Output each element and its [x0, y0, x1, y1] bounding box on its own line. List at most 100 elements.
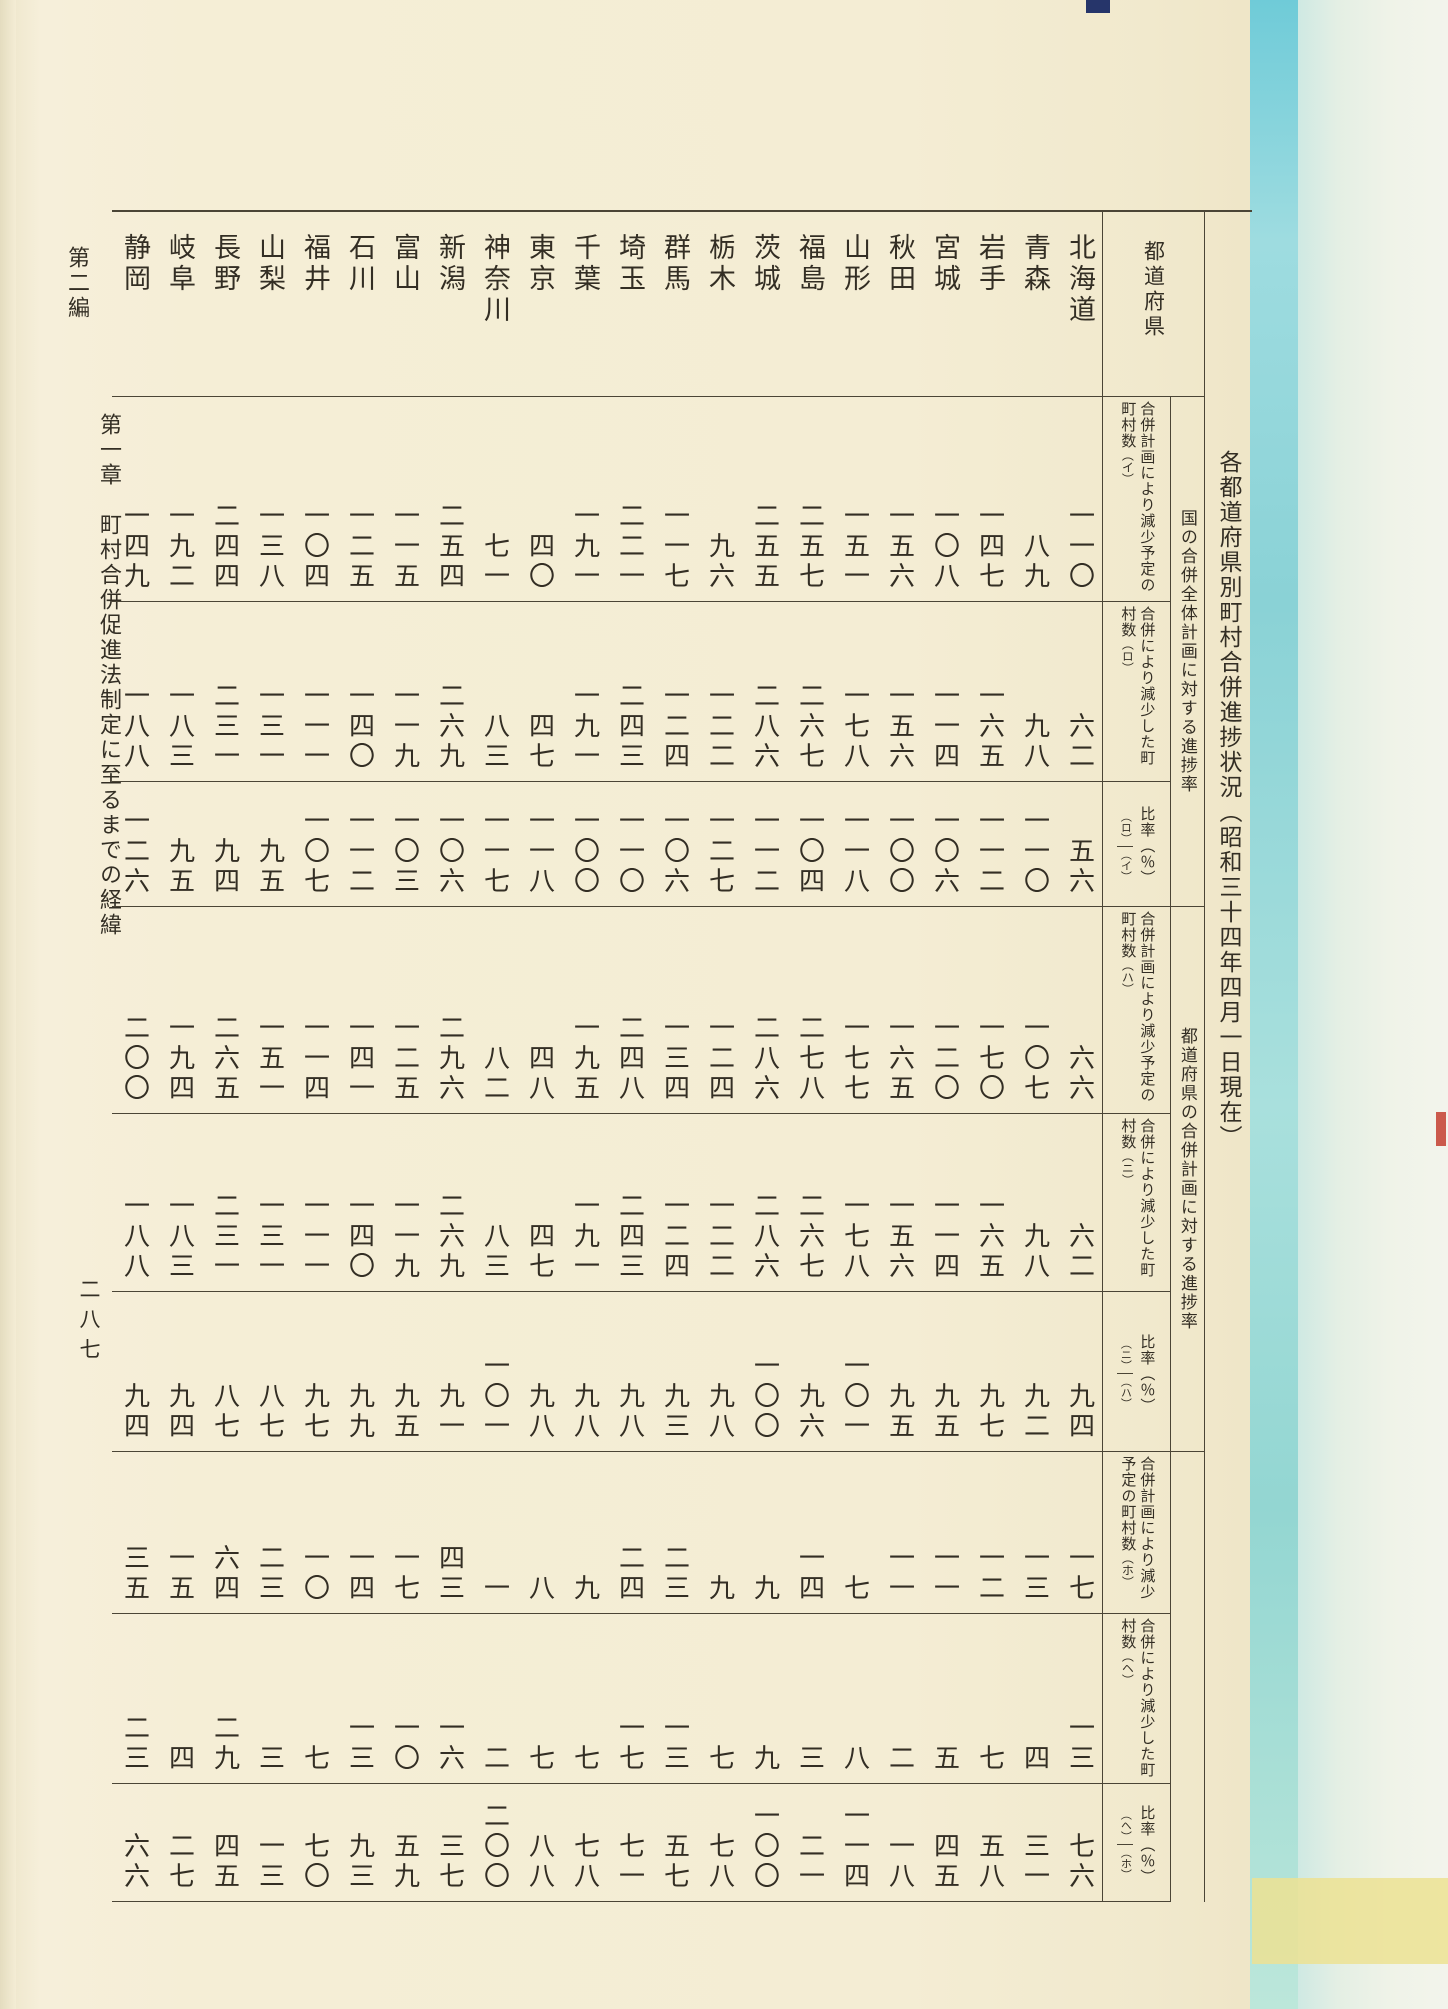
value-number: 九: [750, 1574, 780, 1604]
value-number: 九五: [930, 1382, 960, 1442]
value-number: 一九二: [165, 502, 195, 592]
value-cell-band-1: 一二五: [337, 397, 382, 602]
value-number: 一二七: [705, 807, 735, 897]
value-number: 九八: [705, 1382, 735, 1442]
value-cell-band-7: 一四: [337, 1452, 382, 1614]
prefecture-name-cell: 新潟: [427, 212, 472, 397]
value-number: 八七: [255, 1382, 285, 1442]
value-cell-band-4: 一三四: [652, 907, 697, 1114]
value-cell-band-8: 一三: [1057, 1614, 1102, 1784]
value-cell-band-3: 一一八: [517, 782, 562, 907]
value-number: 一〇四: [795, 807, 825, 897]
value-number: 二八六: [750, 1192, 780, 1282]
value-cell-band-4: 一七〇: [967, 907, 1012, 1114]
subheader-cell-band-3: （ロ） （イ） 比率（％）: [1103, 782, 1170, 907]
value-cell-band-8: 八: [832, 1614, 877, 1784]
value-number: 一六: [435, 1714, 465, 1774]
value-number: 一一四: [840, 1802, 870, 1892]
value-number: 一一四: [930, 682, 960, 772]
value-number: 二九: [210, 1714, 240, 1774]
value-number: 一一九: [390, 682, 420, 772]
value-cell-band-5: 二六七: [787, 1114, 832, 1292]
value-number: 六六: [120, 1832, 150, 1892]
prefecture-column: 新潟 二五四 二六九 一〇六 二九六 二六九 九一 四三 一六 三七: [427, 212, 472, 1902]
prefecture-name-cell: 千葉: [562, 212, 607, 397]
value-cell-band-6: 九四: [1057, 1292, 1102, 1452]
value-cell-band-7: 七: [832, 1452, 877, 1614]
value-cell-band-2: 二四三: [607, 602, 652, 782]
value-number: 九八: [525, 1382, 555, 1442]
value-number: 七: [705, 1744, 735, 1774]
value-cell-band-4: 二九六: [427, 907, 472, 1114]
value-number: 九五: [165, 837, 195, 897]
prefecture-name-cell: 青森: [1012, 212, 1057, 397]
value-cell-band-1: 七一: [472, 397, 517, 602]
value-number: 二一: [795, 1832, 825, 1892]
value-number: 一八八: [120, 682, 150, 772]
value-number: 一二四: [705, 1014, 735, 1104]
value-number: 二八六: [750, 1014, 780, 1104]
ratio-fraction: （ヘ） （ホ）: [1117, 1809, 1134, 1880]
value-number: 一八三: [165, 682, 195, 772]
prefecture-name-cell: 石川: [337, 212, 382, 397]
value-cell-band-9: 七一: [607, 1784, 652, 1902]
value-number: 一三一: [255, 1192, 285, 1282]
value-number: 三: [795, 1744, 825, 1774]
value-number: 一五: [165, 1544, 195, 1604]
value-number: 一四九: [120, 502, 150, 592]
value-cell-band-6: 九七: [967, 1292, 1012, 1452]
value-number: 二九六: [435, 1014, 465, 1104]
subheader-cell-band-7: 合併計画により減少予定の町村数（ホ）: [1103, 1452, 1170, 1614]
value-number: 七八: [570, 1832, 600, 1892]
value-cell-band-7: 一七: [382, 1452, 427, 1614]
value-cell-band-3: 一〇六: [427, 782, 472, 907]
value-cell-band-5: 一一一: [292, 1114, 337, 1292]
value-cell-band-1: 一一〇: [1057, 397, 1102, 602]
value-number: 一二四: [660, 682, 690, 772]
value-cell-band-5: 六二: [1057, 1114, 1102, 1292]
value-cell-band-6: 九七: [292, 1292, 337, 1452]
value-number: 九三: [660, 1382, 690, 1442]
value-number: 一一: [885, 1544, 915, 1604]
subheader-label: 合併により減少した町村数（ニ）: [1119, 1118, 1155, 1278]
subheader-cell-band-1: 合併計画により減少予定の町村数（イ）: [1103, 397, 1170, 602]
value-cell-band-2: 六二: [1057, 602, 1102, 782]
value-cell-band-7: 一五: [157, 1452, 202, 1614]
value-number: 八三: [480, 1222, 510, 1282]
value-cell-band-8: 一七: [607, 1614, 652, 1784]
value-cell-band-2: 一二二: [697, 602, 742, 782]
value-number: 四五: [930, 1832, 960, 1892]
value-cell-band-4: 一九五: [562, 907, 607, 1114]
value-cell-band-3: 一一二: [967, 782, 1012, 907]
value-number: 二六七: [795, 1192, 825, 1282]
value-number: 二三: [120, 1714, 150, 1774]
prefecture-name: 東京: [525, 233, 555, 295]
value-cell-band-3: 一一〇: [1012, 782, 1057, 907]
subheader-stack: 合併計画により減少予定の町村数（イ） 合併により減少した町村数（ロ） （ロ） （イ）比…: [1103, 397, 1170, 1902]
value-cell-band-9: 五八: [967, 1784, 1012, 1902]
value-cell-band-6: 九五: [382, 1292, 427, 1452]
value-cell-band-9: 九三: [337, 1784, 382, 1902]
value-cell-band-4: 四八: [517, 907, 562, 1114]
value-number: 一〇〇: [570, 807, 600, 897]
subheader-label: 比率（％）: [1138, 1333, 1155, 1414]
value-number: 一九五: [570, 1014, 600, 1104]
value-number: 一一一: [300, 682, 330, 772]
prefecture-name: 岐阜: [165, 233, 195, 295]
value-cell-band-5: 二四三: [607, 1114, 652, 1292]
value-cell-band-9: 七〇: [292, 1784, 337, 1902]
value-cell-band-9: 七六: [1057, 1784, 1102, 1902]
value-cell-band-9: 八八: [517, 1784, 562, 1902]
prefecture-name: 福島: [795, 233, 825, 295]
prefecture-name-cell: 山形: [832, 212, 877, 397]
value-cell-band-4: 一二〇: [922, 907, 967, 1114]
value-cell-band-3: 一〇三: [382, 782, 427, 907]
prefecture-column: 埼玉 二二一 二四三 一一〇 二四八 二四三 九八 二四 一七 七一: [607, 212, 652, 1902]
value-number: 二三: [255, 1544, 285, 1604]
value-number: 一二五: [345, 502, 375, 592]
value-number: 一〇三: [390, 807, 420, 897]
value-number: 一一〇: [1065, 502, 1095, 592]
value-cell-band-4: 一一四: [292, 907, 337, 1114]
value-number: 一一〇: [615, 807, 645, 897]
